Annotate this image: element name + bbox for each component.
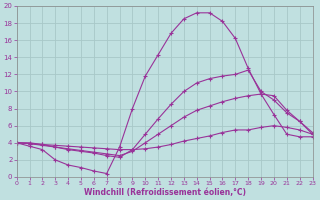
X-axis label: Windchill (Refroidissement éolien,°C): Windchill (Refroidissement éolien,°C) xyxy=(84,188,245,197)
